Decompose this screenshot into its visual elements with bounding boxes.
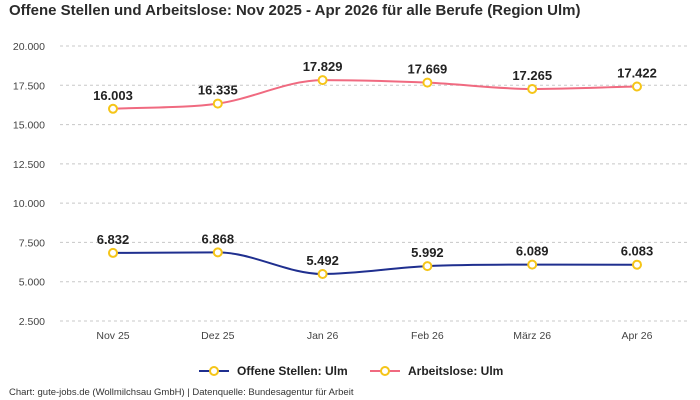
data-point — [632, 81, 642, 92]
y-tick-label: 20.000 — [13, 41, 45, 53]
data-label: 16.335 — [198, 83, 238, 98]
data-label: 6.089 — [516, 244, 549, 259]
data-label: 6.868 — [202, 231, 235, 246]
x-tick-label: Jan 26 — [307, 330, 339, 342]
series-line-1 — [112, 79, 638, 110]
y-tick-label: 15.000 — [13, 120, 45, 132]
y-tick-label: 7.500 — [19, 237, 45, 249]
footer-source: Chart: gute-jobs.de (Wollmilchsau GmbH) … — [9, 387, 354, 398]
data-label: 6.083 — [621, 244, 654, 259]
gridlines — [60, 45, 690, 322]
legend-label-1: Arbeitslose: Ulm — [408, 364, 503, 378]
data-point — [212, 98, 223, 109]
data-point — [108, 247, 118, 258]
x-tick-label: Nov 25 — [96, 330, 129, 342]
y-tick-label: 12.500 — [13, 159, 45, 171]
data-labels: 6.832 6.868 5.492 5.992 6.089 6.083 16.003 16.3… — [93, 59, 657, 268]
data-point — [422, 261, 433, 272]
x-tick-label: Dez 25 — [201, 330, 234, 342]
legend-label-0: Offene Stellen: Ulm — [237, 364, 348, 378]
x-axis-ticks: Nov 25 Dez 25 Jan 26 Feb 26 März 26 Apr 26 — [96, 330, 652, 342]
series-markers — [108, 75, 642, 279]
y-tick-label: 2.500 — [19, 316, 45, 328]
data-label: 17.265 — [512, 68, 552, 83]
legend-swatch-marker-0 — [209, 366, 219, 376]
y-axis-ticks: 2.500 5.000 7.500 10.000 12.500 15.000 17.500 2… — [13, 41, 45, 328]
data-point — [632, 259, 642, 270]
data-label: 6.832 — [97, 232, 130, 247]
series-lines — [112, 79, 638, 275]
data-point — [108, 103, 118, 114]
x-tick-label: März 26 — [513, 330, 551, 342]
data-point — [317, 268, 328, 279]
data-label: 17.829 — [303, 59, 343, 74]
data-point — [527, 83, 538, 94]
x-tick-label: Apr 26 — [622, 330, 653, 342]
data-label: 5.492 — [306, 253, 339, 268]
data-point — [527, 259, 538, 270]
legend-swatch-marker-1 — [380, 366, 390, 376]
data-label: 5.992 — [411, 245, 444, 260]
data-point — [317, 75, 328, 86]
data-label: 17.422 — [617, 66, 657, 81]
series-line-0 — [112, 251, 638, 275]
data-point — [212, 247, 223, 258]
data-label: 17.669 — [408, 62, 448, 77]
data-point — [422, 77, 433, 88]
y-tick-label: 5.000 — [19, 277, 45, 289]
chart-title: Offene Stellen und Arbeitslose: Nov 2025… — [9, 2, 581, 19]
legend: Offene Stellen: Ulm Arbeitslose: Ulm — [199, 364, 503, 378]
data-label: 16.003 — [93, 88, 133, 103]
y-tick-label: 17.500 — [13, 80, 45, 92]
x-tick-label: Feb 26 — [411, 330, 444, 342]
y-tick-label: 10.000 — [13, 198, 45, 210]
